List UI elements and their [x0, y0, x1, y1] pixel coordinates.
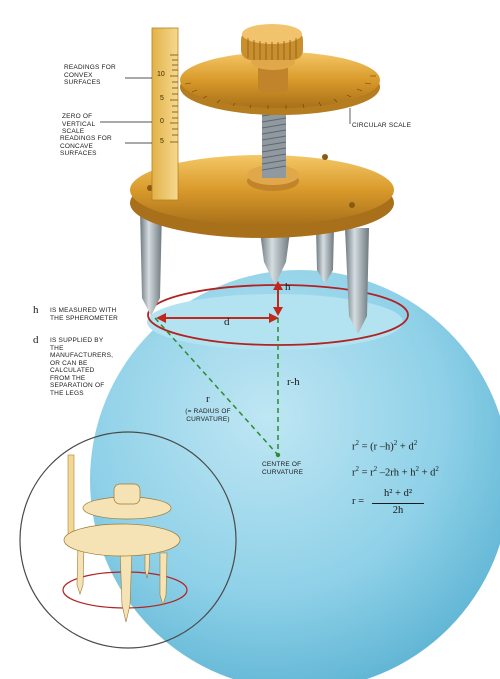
leader-lines	[100, 77, 351, 144]
h-arrow-head-bottom	[273, 307, 283, 316]
h-arrow-head-top	[273, 281, 283, 290]
leg-left	[140, 210, 162, 316]
spherometer-legs	[140, 210, 369, 334]
scale-tick-10: 10	[157, 71, 165, 78]
inset-leg-left	[76, 544, 85, 595]
knob-top	[242, 24, 302, 44]
equation-3-lhs: r =	[352, 496, 365, 507]
platform-screw-2	[349, 202, 355, 208]
label-concave: READINGS FOR CONCAVE SURFACES	[60, 135, 112, 157]
knob-knurling	[247, 38, 297, 60]
scale-tick-0: 0	[160, 118, 164, 125]
centre-screw-tip	[260, 232, 290, 285]
inset-knob	[113, 483, 141, 505]
h-note-text: IS MEASURED WITH THE SPHEROMETER	[50, 307, 119, 322]
radius-note: (= RADIUS OF CURVATURE)	[185, 408, 231, 423]
scale-tick-5-lower: 5	[160, 138, 164, 145]
platform-screw-1	[147, 185, 153, 191]
centre-label: CENTRE OF CURVATURE	[262, 461, 304, 476]
equation-1: r2 = (r –h)2 + d2	[352, 439, 418, 453]
label-circular-scale: CIRCULAR SCALE	[352, 122, 412, 129]
inset-vertical-scale	[67, 454, 75, 536]
diagram-r-minus-h: r-h	[287, 376, 300, 388]
d-arrow-head-right	[269, 313, 279, 323]
d-note-symbol: d	[33, 334, 39, 346]
vertical-scale	[151, 27, 179, 201]
d-note-text: IS SUPPLIED BY THE MANUFACTURERS, OR CAN…	[50, 337, 114, 397]
equation-3-fraction-bar	[372, 503, 424, 504]
vertical-scale-ticks	[170, 54, 178, 143]
inset-platform	[63, 523, 181, 557]
d-arrow-head-left	[156, 313, 166, 323]
equation-3-denominator: 2h	[392, 505, 404, 516]
scale-tick-5-upper: 5	[160, 95, 164, 102]
diagram-h: h	[285, 281, 291, 293]
diagram-d: d	[224, 316, 230, 328]
h-note-symbol: h	[33, 304, 39, 316]
label-zero: ZERO OF VERTICAL SCALE	[62, 113, 96, 135]
equation-3-numerator: h² + d²	[384, 488, 412, 499]
label-convex: READINGS FOR CONVEX SURFACES	[64, 64, 116, 86]
circular-scale-graduations	[184, 75, 376, 109]
sphere-top-highlight	[147, 294, 403, 350]
platform-screw-3	[322, 154, 328, 160]
radius-dashed-line	[154, 317, 279, 456]
centre-of-curvature-dot	[275, 452, 281, 458]
inset-screw	[119, 547, 133, 623]
leg-right	[345, 228, 369, 334]
diagram-r: r	[206, 393, 210, 405]
leg-back	[316, 228, 334, 284]
equation-2: r2 = r2 –2rh + h2 + d2	[352, 465, 439, 479]
